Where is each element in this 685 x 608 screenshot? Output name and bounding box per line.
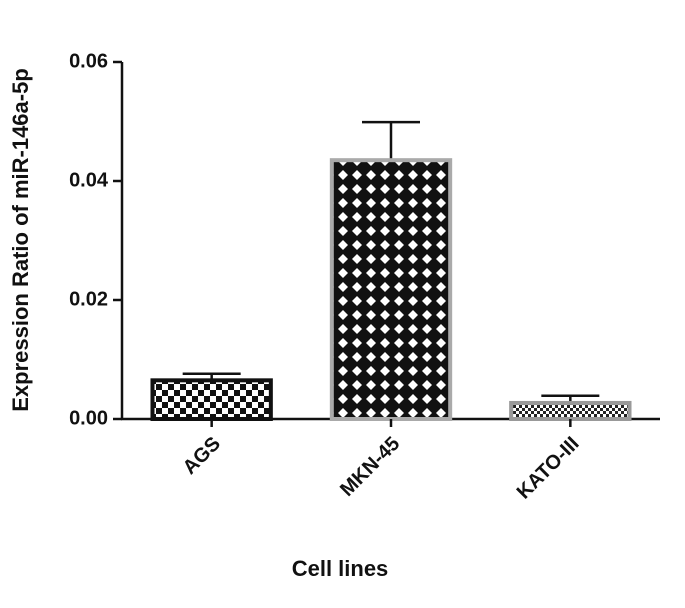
y-axis-title: Expression Ratio of miR-146a-5p [8,68,33,412]
x-tick-label: MKN-45 [336,433,404,501]
y-tick-label: 0.02 [69,288,108,310]
y-tick-label: 0.06 [69,50,108,72]
x-tick-label: KATO-III [513,433,584,504]
bar [509,400,632,421]
y-tick-label: 0.00 [69,407,108,429]
bar [329,158,453,422]
y-tick-label: 0.04 [69,169,109,191]
x-tick-label: AGS [179,433,225,479]
x-axis-title: Cell lines [292,556,389,581]
bar [150,378,273,422]
